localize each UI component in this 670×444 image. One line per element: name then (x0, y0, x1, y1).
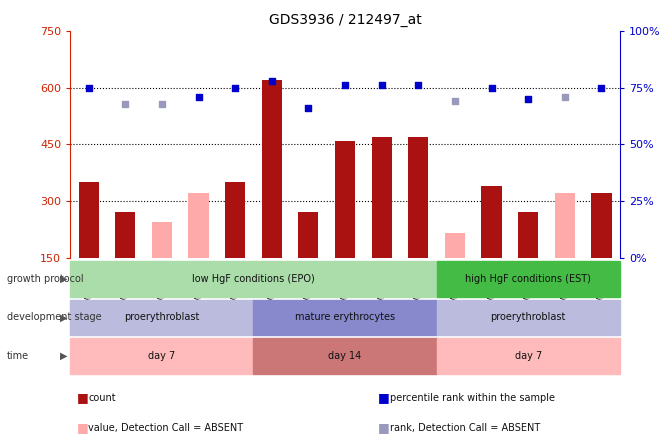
Text: time: time (7, 351, 29, 361)
Title: GDS3936 / 212497_at: GDS3936 / 212497_at (269, 13, 421, 27)
Bar (78, 182, 98, 258)
Point (596, 84, 607, 91)
Bar (152, 222, 172, 258)
Text: growth protocol: growth protocol (7, 274, 83, 284)
Text: ■: ■ (378, 421, 390, 434)
Point (267, 77, 277, 84)
Text: day 7: day 7 (515, 351, 542, 361)
Text: value, Detection Call = ABSENT: value, Detection Call = ABSENT (88, 423, 244, 432)
Point (120, 100, 131, 107)
Point (157, 100, 168, 107)
Text: ▶: ▶ (60, 274, 67, 284)
Point (340, 82, 350, 89)
Text: ■: ■ (76, 421, 88, 434)
Bar (592, 194, 612, 258)
Text: mature erythrocytes: mature erythrocytes (295, 313, 395, 322)
Bar (408, 137, 428, 258)
Point (450, 98, 460, 105)
Point (377, 82, 387, 89)
Text: day 14: day 14 (328, 351, 362, 361)
Point (523, 95, 533, 103)
Text: proerythroblast: proerythroblast (490, 313, 566, 322)
Bar (518, 212, 538, 258)
Text: percentile rank within the sample: percentile rank within the sample (390, 392, 555, 403)
Bar (188, 194, 208, 258)
Point (559, 93, 570, 100)
Text: proerythroblast: proerythroblast (124, 313, 200, 322)
Point (230, 84, 241, 91)
Text: count: count (88, 392, 116, 403)
Text: ▶: ▶ (60, 351, 67, 361)
Point (193, 93, 204, 100)
Bar (372, 137, 392, 258)
Text: ■: ■ (76, 391, 88, 404)
Bar (298, 212, 318, 258)
Text: ▶: ▶ (60, 313, 67, 322)
Point (486, 84, 497, 91)
Bar (115, 212, 135, 258)
Bar (482, 186, 502, 258)
Bar (335, 141, 355, 258)
Bar (445, 233, 465, 258)
Point (413, 82, 423, 89)
Text: low HgF conditions (EPO): low HgF conditions (EPO) (192, 274, 315, 284)
Bar (262, 80, 282, 258)
Bar (225, 182, 245, 258)
Text: development stage: development stage (7, 313, 101, 322)
Text: rank, Detection Call = ABSENT: rank, Detection Call = ABSENT (390, 423, 540, 432)
Text: ■: ■ (378, 391, 390, 404)
Text: day 7: day 7 (148, 351, 176, 361)
Point (83, 84, 94, 91)
Bar (555, 194, 575, 258)
Point (303, 104, 314, 111)
Text: high HgF conditions (EST): high HgF conditions (EST) (465, 274, 591, 284)
